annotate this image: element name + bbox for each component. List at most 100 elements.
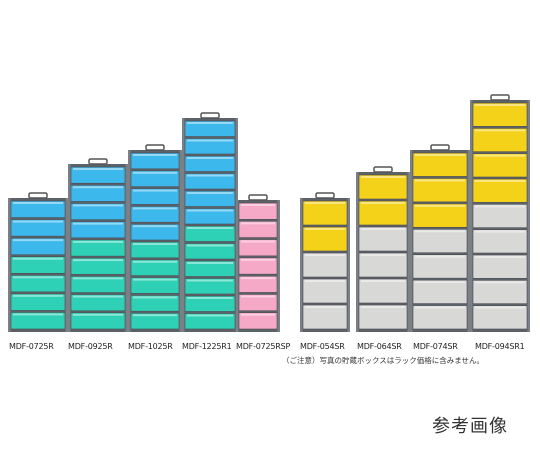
drawer-highlight [187, 262, 233, 264]
drawer-box [358, 304, 408, 330]
drawer-box [184, 138, 236, 155]
rack-handle [200, 112, 220, 119]
drawer-highlight [187, 314, 233, 317]
rack-handle [28, 192, 48, 199]
rack-handle [315, 192, 335, 199]
drawer-highlight [73, 204, 123, 207]
drawer-box [472, 178, 528, 203]
drawer-box [70, 184, 126, 202]
drawer-box [10, 274, 66, 293]
drawer-highlight [13, 313, 63, 316]
drawer-box [412, 254, 468, 279]
drawer-box [130, 206, 180, 223]
rack-label-mdf-0725r: MDF-0725R [9, 342, 54, 351]
drawer-highlight [187, 227, 233, 229]
drawer-highlight [475, 205, 525, 208]
drawer-highlight [73, 222, 123, 225]
drawer-highlight [241, 240, 275, 243]
drawer-box [472, 128, 528, 152]
drawer-highlight [415, 281, 465, 284]
drawer-box [10, 312, 66, 330]
drawer-box [184, 155, 236, 172]
rack-handle [373, 166, 393, 173]
drawer-highlight [13, 294, 63, 297]
drawer-highlight [305, 306, 345, 308]
drawer-box [70, 294, 126, 312]
drawer-box [358, 200, 408, 226]
drawer-highlight [13, 239, 63, 242]
drawer-highlight [475, 281, 525, 284]
drawer-highlight [133, 296, 177, 299]
drawer-box [184, 120, 236, 137]
drawer-highlight [475, 154, 525, 157]
rack-rail [410, 150, 413, 332]
drawer-highlight [133, 260, 177, 263]
drawer-box [472, 305, 528, 330]
rack-rail [470, 100, 473, 332]
drawer-highlight [241, 222, 275, 225]
drawer-box [184, 208, 236, 225]
drawer-highlight [415, 230, 465, 233]
rack-handle [430, 144, 450, 151]
drawer-highlight [361, 306, 405, 308]
drawer-highlight [73, 277, 123, 280]
rack-label-mdf-1225r1: MDF-1225R1 [182, 342, 232, 351]
drawer-box [130, 152, 180, 170]
drawer-highlight [361, 228, 405, 230]
drawer-box [358, 278, 408, 304]
drawer-highlight [73, 168, 123, 170]
drawer-box [184, 278, 236, 295]
drawer-highlight [475, 129, 525, 132]
drawer-highlight [305, 202, 345, 204]
rack-rail [347, 198, 350, 332]
drawer-highlight [13, 220, 63, 223]
drawer-highlight [305, 254, 345, 256]
drawer-highlight [475, 306, 525, 309]
drawer-box [10, 200, 66, 218]
drawer-highlight [187, 157, 233, 159]
drawer-box [130, 259, 180, 276]
drawer-box [238, 220, 278, 238]
rack-handle [145, 144, 165, 151]
drawer-highlight [187, 244, 233, 247]
rack-label-mdf-0725rsp: MDF-0725RSP [236, 342, 291, 351]
rack-rail [182, 118, 185, 332]
drawer-highlight [133, 225, 177, 228]
rack-label-mdf-094sr1: MDF-094SR1 [475, 342, 525, 351]
rack-label-mdf-1025r: MDF-1025R [128, 342, 173, 351]
rack-rail [407, 172, 410, 332]
drawer-box [184, 225, 236, 242]
drawer-box [358, 252, 408, 278]
drawer-highlight [13, 276, 63, 279]
drawer-highlight [73, 186, 123, 189]
rack-rail [65, 198, 68, 332]
drawer-box [302, 278, 348, 304]
drawer-highlight [241, 313, 275, 316]
drawer-box [70, 221, 126, 239]
drawer-highlight [475, 256, 525, 258]
drawer-highlight [133, 189, 177, 192]
rack-rail [128, 150, 131, 332]
drawer-box [10, 293, 66, 311]
drawer-box [358, 226, 408, 252]
drawer-box [70, 276, 126, 293]
rack-rail [8, 198, 11, 332]
drawer-box [130, 170, 180, 187]
drawer-highlight [187, 122, 233, 124]
drawer-box [130, 241, 180, 259]
drawer-highlight [305, 280, 345, 282]
drawer-box [238, 257, 278, 275]
drawer-box [238, 239, 278, 257]
drawer-highlight [361, 280, 405, 282]
drawer-box [238, 312, 278, 330]
drawer-highlight [187, 297, 233, 299]
drawer-box [184, 313, 236, 330]
drawer-highlight [13, 257, 63, 260]
drawer-highlight [241, 204, 275, 206]
drawer-highlight [475, 104, 525, 106]
drawer-box [70, 257, 126, 275]
drawer-highlight [415, 204, 465, 207]
drawer-box [472, 280, 528, 304]
